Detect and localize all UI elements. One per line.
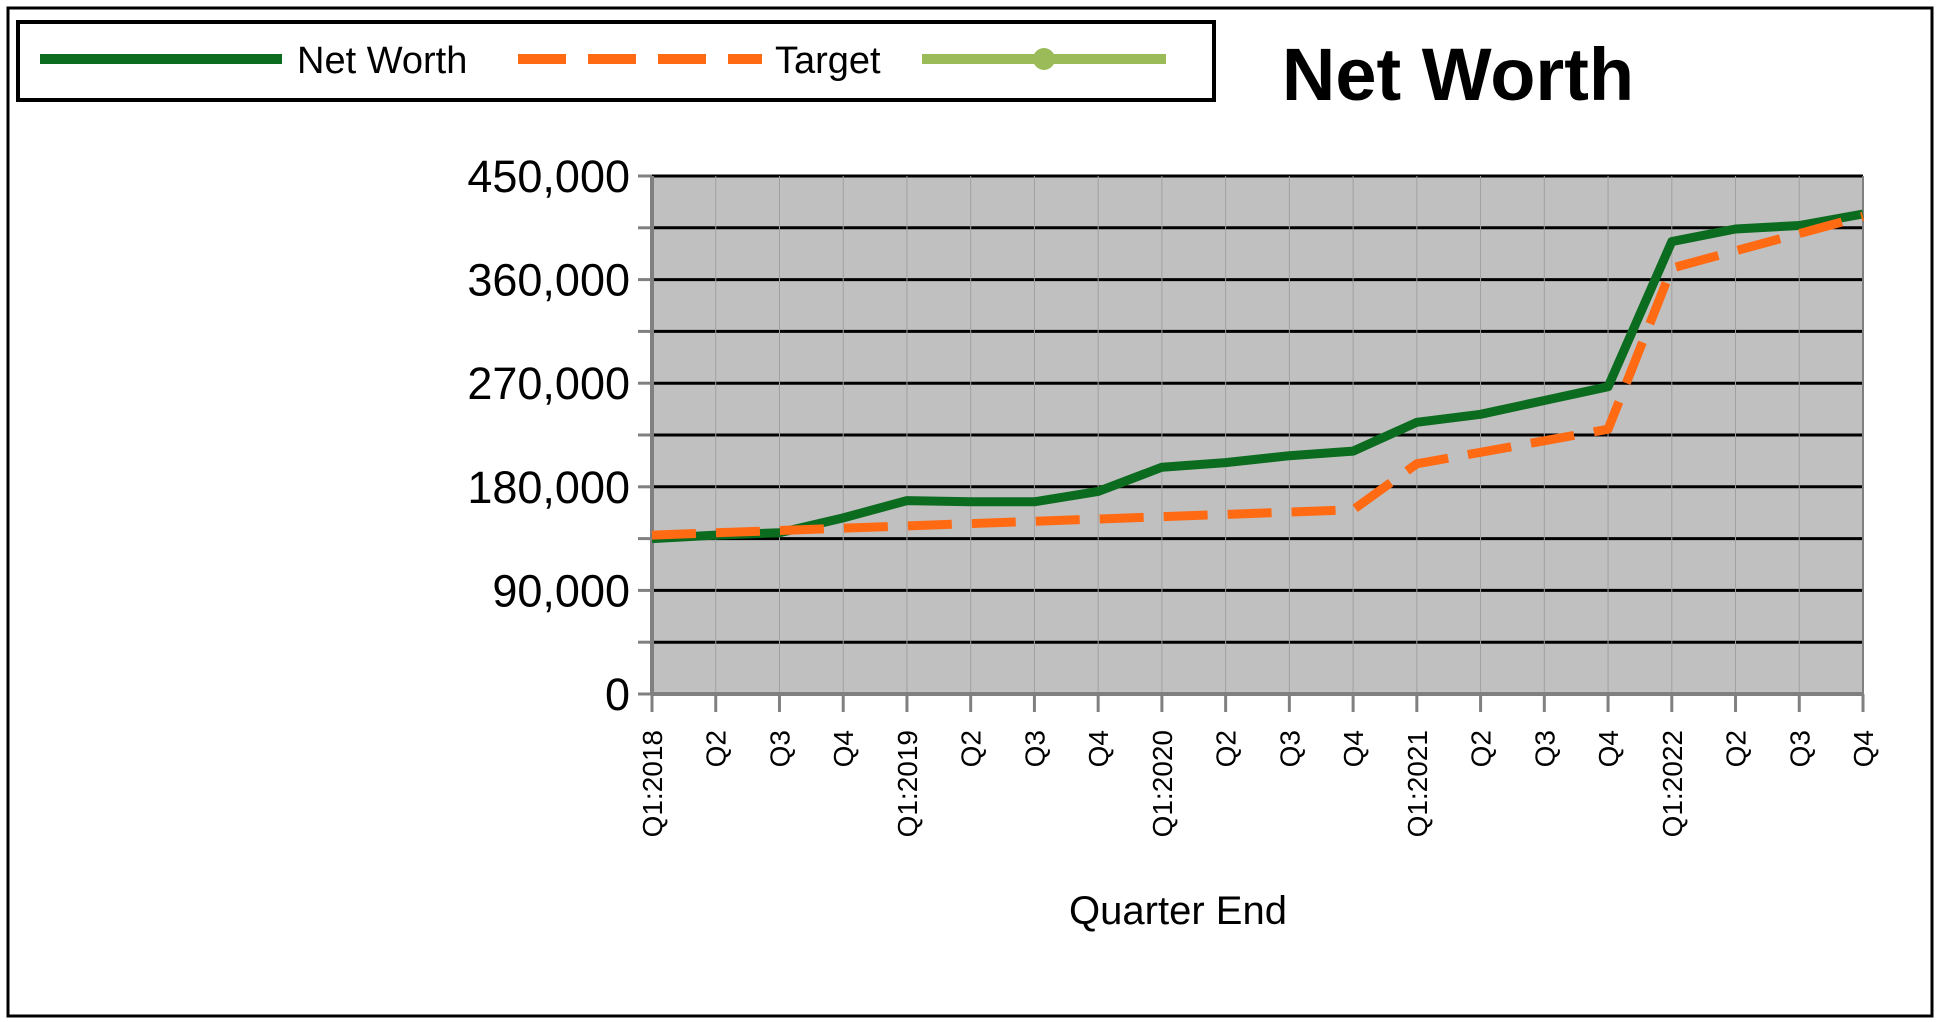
- x-tick-label-15: Q4: [1593, 730, 1624, 767]
- y-tick-label-3: 180,000: [467, 462, 630, 513]
- x-tick-label-13: Q2: [1466, 730, 1497, 767]
- x-tick-label-3: Q4: [828, 730, 859, 767]
- x-tick-label-16: Q1:2022: [1657, 730, 1688, 837]
- x-tick-label-14: Q3: [1529, 730, 1560, 767]
- x-tick-label-18: Q3: [1784, 730, 1815, 767]
- y-tick-label-5: 0: [605, 669, 630, 720]
- x-tick-label-7: Q4: [1083, 730, 1114, 767]
- x-tick-label-11: Q4: [1338, 730, 1369, 767]
- x-tick-label-9: Q2: [1211, 730, 1242, 767]
- x-tick-label-2: Q3: [764, 730, 795, 767]
- legend-marker-series-3: [1033, 48, 1055, 70]
- legend-label-target: Target: [775, 40, 881, 82]
- x-tick-label-0: Q1:2018: [637, 730, 668, 837]
- legend: Net Worth Target: [16, 20, 1216, 102]
- x-tick-label-19: Q4: [1848, 730, 1879, 767]
- x-tick-label-12: Q1:2021: [1402, 730, 1433, 837]
- x-axis-title: Quarter End: [1069, 889, 1287, 933]
- x-tick-label-8: Q1:2020: [1147, 730, 1178, 837]
- x-tick-label-1: Q2: [701, 730, 732, 767]
- y-tick-label-2: 270,000: [467, 358, 630, 409]
- x-tick-label-5: Q2: [956, 730, 987, 767]
- y-tick-label-4: 90,000: [492, 565, 630, 616]
- plot-area: 450,000360,000270,000180,00090,0000Q1:20…: [467, 151, 1879, 837]
- x-tick-label-10: Q3: [1274, 730, 1305, 767]
- y-tick-label-0: 450,000: [467, 151, 630, 202]
- x-tick-label-4: Q1:2019: [892, 730, 923, 837]
- series-line-target: [651, 211, 1865, 540]
- y-tick-label-1: 360,000: [467, 255, 630, 306]
- x-tick-label-6: Q3: [1019, 730, 1050, 767]
- legend-label-net-worth: Net Worth: [297, 40, 467, 82]
- series-line-net-worth: [651, 209, 1864, 544]
- x-tick-label-17: Q2: [1721, 730, 1752, 767]
- chart-title: Net Worth: [1282, 33, 1634, 116]
